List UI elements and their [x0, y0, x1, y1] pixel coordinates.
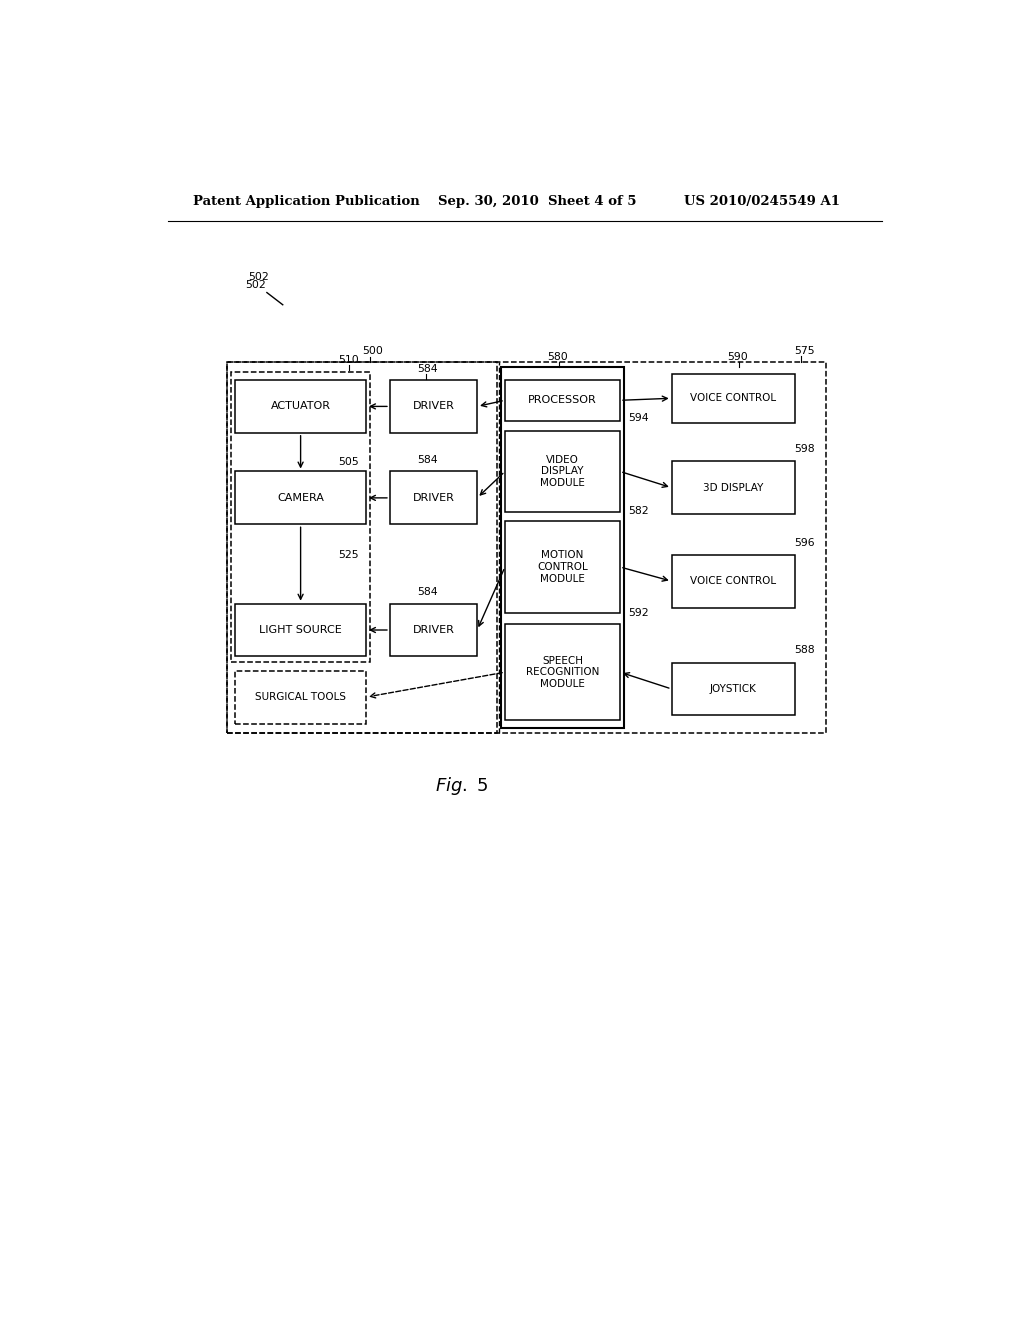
Text: 3D DISPLAY: 3D DISPLAY: [702, 483, 763, 492]
Bar: [672, 461, 795, 515]
Text: DRIVER: DRIVER: [413, 401, 455, 412]
Text: VOICE CONTROL: VOICE CONTROL: [690, 577, 776, 586]
Text: US 2010/0245549 A1: US 2010/0245549 A1: [684, 194, 840, 207]
Text: Sep. 30, 2010  Sheet 4 of 5: Sep. 30, 2010 Sheet 4 of 5: [437, 194, 636, 207]
Bar: [390, 471, 477, 524]
Bar: [227, 362, 497, 733]
Text: 584: 584: [418, 587, 438, 598]
Bar: [236, 671, 367, 723]
Text: SURGICAL TOOLS: SURGICAL TOOLS: [255, 692, 346, 702]
Text: 500: 500: [362, 346, 383, 355]
Text: DRIVER: DRIVER: [413, 492, 455, 503]
Bar: [672, 554, 795, 607]
Text: MOTION
CONTROL
MODULE: MOTION CONTROL MODULE: [538, 550, 588, 583]
Text: Patent Application Publication: Patent Application Publication: [194, 194, 420, 207]
Bar: [390, 380, 477, 433]
Bar: [236, 380, 367, 433]
Text: 502: 502: [246, 280, 266, 290]
Bar: [390, 603, 477, 656]
Bar: [227, 362, 826, 733]
Bar: [236, 471, 367, 524]
Text: 510: 510: [338, 355, 359, 364]
Text: 594: 594: [628, 413, 648, 422]
Bar: [505, 624, 621, 721]
Bar: [505, 380, 621, 421]
Text: SPEECH
RECOGNITION
MODULE: SPEECH RECOGNITION MODULE: [525, 656, 599, 689]
Text: 584: 584: [418, 364, 438, 374]
Text: PROCESSOR: PROCESSOR: [528, 395, 597, 405]
Bar: [236, 603, 367, 656]
Text: 598: 598: [795, 444, 815, 454]
Text: 590: 590: [727, 351, 748, 362]
Text: 592: 592: [628, 607, 648, 618]
Text: JOYSTICK: JOYSTICK: [710, 684, 757, 694]
Text: 575: 575: [795, 346, 815, 355]
Text: 582: 582: [628, 506, 648, 516]
Bar: [672, 663, 795, 715]
Bar: [505, 430, 621, 512]
Text: 525: 525: [338, 550, 359, 560]
Bar: [231, 372, 370, 661]
Bar: [505, 521, 621, 612]
Bar: [672, 374, 795, 422]
Text: ACTUATOR: ACTUATOR: [270, 401, 331, 412]
Text: 505: 505: [338, 458, 359, 467]
Text: LIGHT SOURCE: LIGHT SOURCE: [259, 624, 342, 635]
Bar: [501, 367, 624, 727]
Text: VIDEO
DISPLAY
MODULE: VIDEO DISPLAY MODULE: [540, 455, 585, 488]
Text: CAMERA: CAMERA: [278, 492, 324, 503]
Text: 596: 596: [795, 537, 815, 548]
Text: 502: 502: [249, 272, 269, 282]
Text: 588: 588: [795, 645, 815, 656]
Text: 584: 584: [418, 455, 438, 466]
Text: VOICE CONTROL: VOICE CONTROL: [690, 393, 776, 404]
Text: 580: 580: [547, 351, 567, 362]
Text: $\mathit{Fig.}$ $\mathit{5}$: $\mathit{Fig.}$ $\mathit{5}$: [434, 775, 488, 796]
Text: DRIVER: DRIVER: [413, 624, 455, 635]
